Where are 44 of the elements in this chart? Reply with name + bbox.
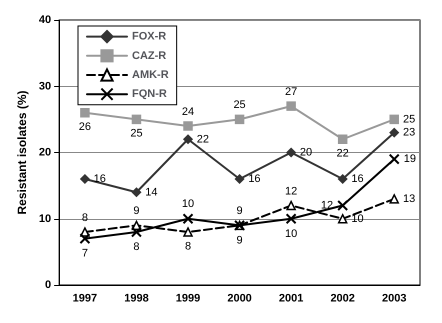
- x-tick-label: 1998: [124, 292, 149, 304]
- y-tick-label: 0: [45, 279, 52, 291]
- data-label: 14: [145, 186, 158, 198]
- y-axis-title: Resistant isolates (%): [15, 90, 29, 215]
- legend-label: FOX-R: [132, 30, 166, 43]
- data-label: 22: [336, 148, 349, 160]
- legend-label: FQN-R: [132, 88, 167, 100]
- data-label: 16: [94, 173, 106, 185]
- data-label: 12: [284, 185, 298, 198]
- data-label: 13: [402, 192, 416, 205]
- data-label: 16: [351, 173, 364, 185]
- data-label: 10: [351, 212, 364, 225]
- data-label: 25: [233, 99, 246, 112]
- y-tick-label: 30: [38, 80, 52, 92]
- data-label: 22: [196, 133, 210, 146]
- legend-label: CAZ-R: [132, 50, 166, 62]
- legend-label: AMK-R: [132, 69, 169, 81]
- x-tick-label: 2002: [330, 292, 355, 304]
- data-label: 8: [82, 212, 88, 224]
- x-tick-label: 2000: [227, 292, 252, 304]
- data-label: 10: [182, 198, 194, 210]
- data-label: 26: [78, 121, 92, 133]
- data-label: 8: [133, 241, 140, 253]
- data-label: 8: [184, 240, 192, 252]
- data-label: 27: [284, 86, 298, 98]
- data-label: 25: [402, 113, 416, 126]
- data-label: 9: [133, 205, 140, 218]
- data-label: 9: [236, 205, 243, 218]
- x-tick-label: 2003: [382, 292, 406, 304]
- x-tick-label: 1999: [176, 292, 200, 304]
- y-tick-label: 20: [38, 146, 52, 158]
- x-tick-label: 1997: [72, 292, 98, 304]
- data-label: 19: [404, 153, 416, 166]
- x-tick-label: 2001: [278, 292, 304, 304]
- y-tick-label: 40: [38, 14, 52, 26]
- y-tick-label: 10: [38, 212, 52, 225]
- data-label: 9: [236, 234, 243, 246]
- data-label: 7: [82, 248, 88, 260]
- data-label: 10: [284, 228, 298, 240]
- data-label: 20: [300, 146, 312, 158]
- data-label: 23: [402, 126, 416, 139]
- data-label: 16: [248, 173, 261, 185]
- data-label: 25: [130, 128, 143, 140]
- data-label: 24: [182, 106, 194, 118]
